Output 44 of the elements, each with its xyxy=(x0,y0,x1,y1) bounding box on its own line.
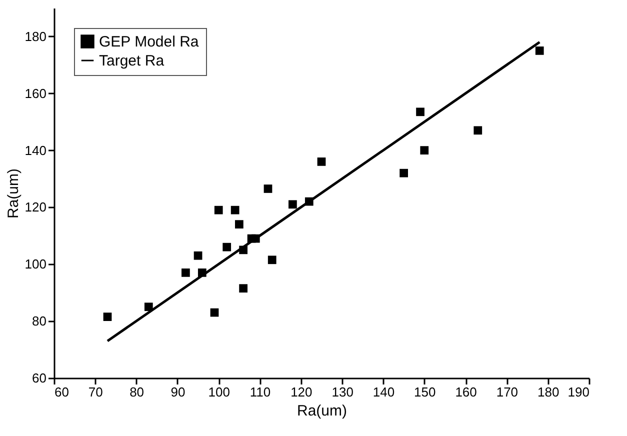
point xyxy=(416,108,424,116)
x-tick-label: 150 xyxy=(414,384,436,400)
point xyxy=(420,146,429,154)
point xyxy=(144,302,153,312)
x-tick-label: 160 xyxy=(455,384,477,400)
y-tick-label: 160 xyxy=(24,86,46,101)
point xyxy=(194,251,202,260)
point xyxy=(239,284,248,293)
point xyxy=(474,126,482,135)
point xyxy=(400,168,408,178)
x-tick-label: 80 xyxy=(130,384,144,400)
x-tick-label: 110 xyxy=(250,384,271,400)
x-tick-label: 120 xyxy=(290,384,312,400)
x-tick-label: 130 xyxy=(332,384,354,400)
point xyxy=(317,158,326,166)
point xyxy=(182,268,190,277)
y-tick-label: 80 xyxy=(32,314,46,329)
legend-label: GEP Model Ra xyxy=(99,34,200,50)
y-tick-label: 120 xyxy=(24,200,46,215)
x-tick-label: 190 xyxy=(568,384,590,400)
x-tick-label: 70 xyxy=(88,384,103,400)
point xyxy=(264,184,272,193)
legend-label: Target Ra xyxy=(99,52,165,70)
point xyxy=(288,200,297,209)
x-tick-label: 140 xyxy=(372,384,395,400)
x-tick-label: 90 xyxy=(170,384,186,400)
point xyxy=(235,220,244,228)
point xyxy=(268,256,276,264)
x-tick-label: 170 xyxy=(496,384,518,400)
y-tick-label: 180 xyxy=(24,28,46,44)
point xyxy=(230,206,240,214)
y-tick-label: 100 xyxy=(24,256,46,272)
point xyxy=(214,206,223,214)
point xyxy=(210,308,219,317)
x-tick-label: 180 xyxy=(537,384,560,400)
y-tick-label: 60 xyxy=(32,370,46,386)
y-axis-title: Ra(um) xyxy=(4,168,22,219)
y-tick-label: 140 xyxy=(24,142,46,158)
point xyxy=(535,46,544,55)
x-tick-label: 100 xyxy=(208,384,230,400)
point xyxy=(222,242,232,252)
x-tick-label: 60 xyxy=(54,384,69,400)
x-axis-title: Ra(um) xyxy=(296,402,348,420)
point xyxy=(103,312,112,321)
